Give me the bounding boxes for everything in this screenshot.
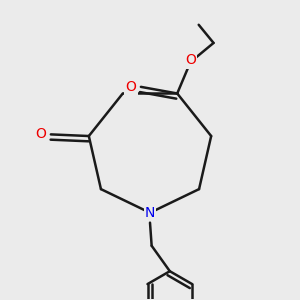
Text: O: O <box>126 80 136 94</box>
Text: O: O <box>185 53 196 68</box>
Text: N: N <box>145 206 155 220</box>
Text: O: O <box>35 128 46 141</box>
